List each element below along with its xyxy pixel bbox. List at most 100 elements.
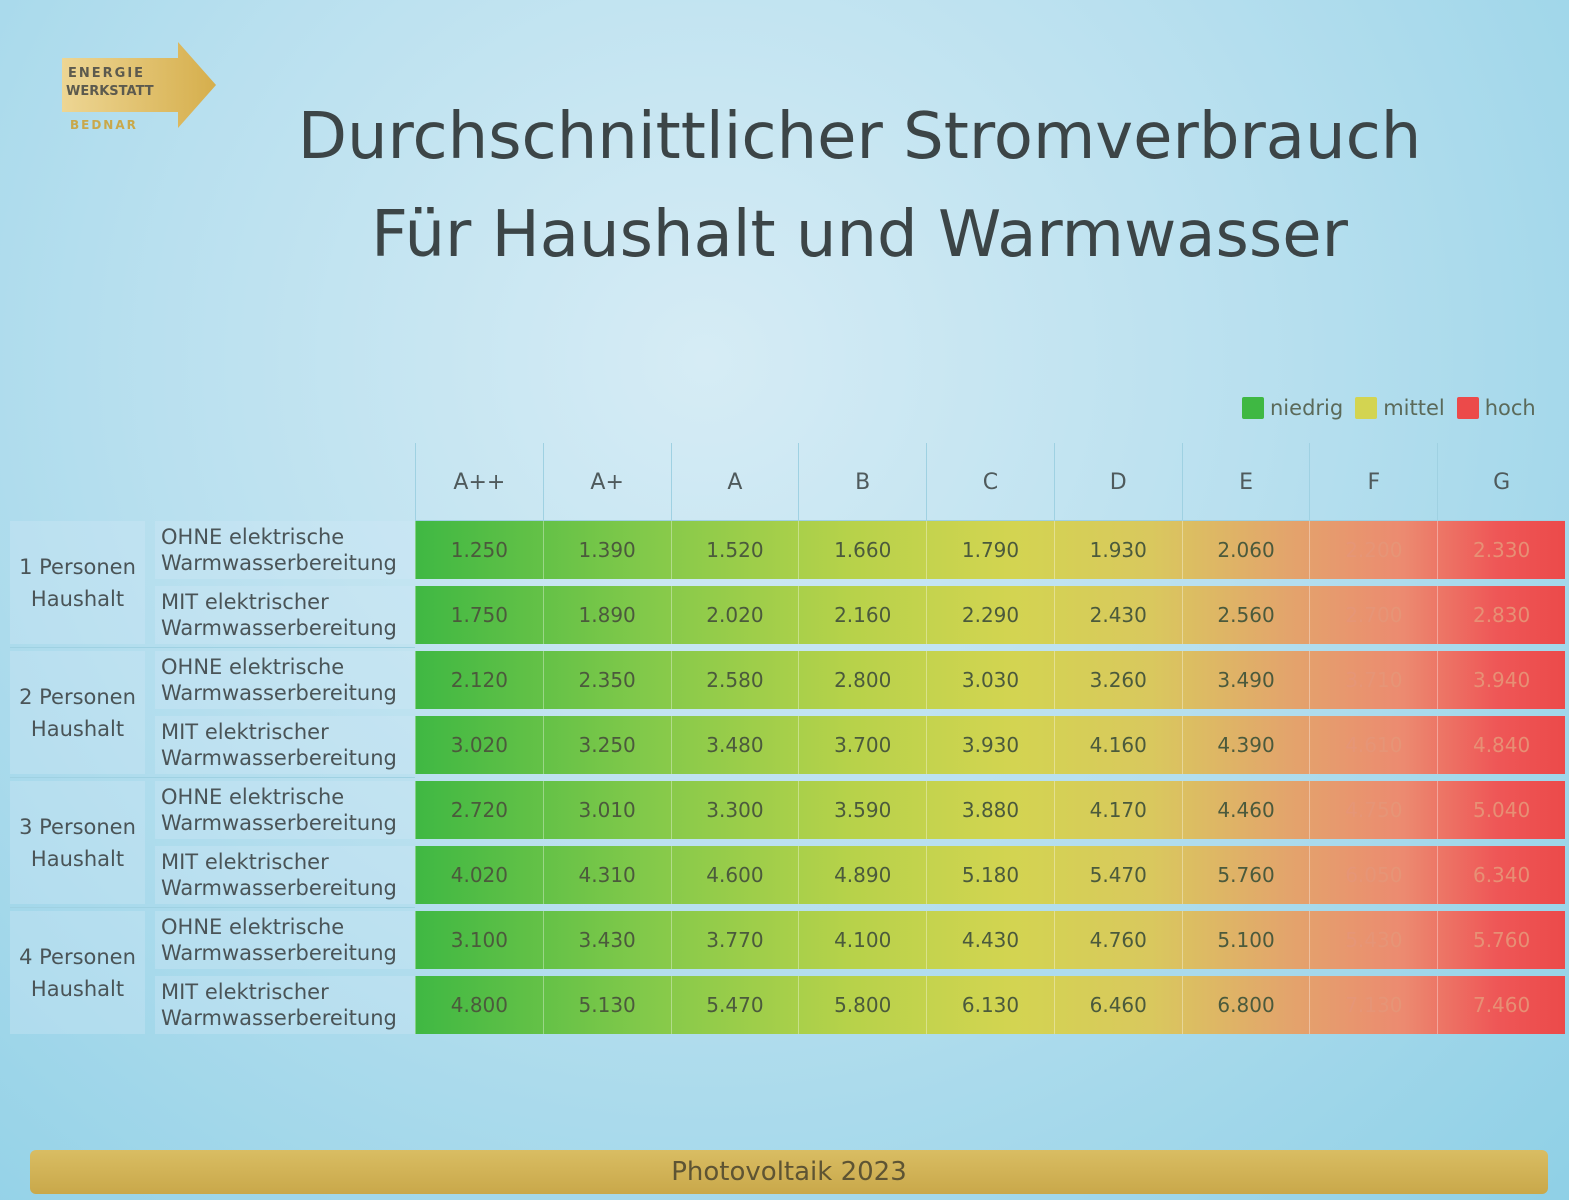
table-cell: 3.010 <box>542 781 671 839</box>
table-cell: 4.170 <box>1053 781 1182 839</box>
logo-text-line2: WERKSTATT <box>66 84 154 99</box>
table-cell: 1.790 <box>926 521 1054 579</box>
row-label-line2: Warmwasserbereitung <box>161 941 397 965</box>
row-label-line2: Warmwasserbereitung <box>161 876 397 900</box>
table-cell: 7.460 <box>1437 976 1565 1034</box>
table-cell: 3.880 <box>926 781 1054 839</box>
table-cell: 4.890 <box>798 846 926 904</box>
table-cell: 3.300 <box>670 781 799 839</box>
legend-label: niedrig <box>1270 396 1344 420</box>
household-size: 2 Personen <box>19 684 136 709</box>
row-label-line2: Warmwasserbereitung <box>161 551 397 575</box>
legend: niedrig mittel hoch <box>1242 396 1548 420</box>
row-label-line1: MIT elektrischer <box>161 720 329 744</box>
column-header: C <box>926 443 1054 521</box>
table-row: 1.750 1.890 2.020 2.160 2.290 2.430 2.560 2.700… <box>415 586 1565 644</box>
group-separator <box>10 907 415 908</box>
column-header: B <box>798 443 926 521</box>
table-cell: 3.590 <box>798 781 926 839</box>
table-cell: 7.130 <box>1309 976 1437 1034</box>
table-cell: 5.760 <box>1437 911 1565 969</box>
household-group-label: 2 Personen Haushalt <box>10 651 145 774</box>
table-cell: 4.840 <box>1437 716 1565 774</box>
row-label: MIT elektrischer Warmwasserbereitung <box>155 976 415 1034</box>
table-cell: 2.020 <box>670 586 799 644</box>
table-cell: 1.250 <box>415 521 543 579</box>
household-group-label: 3 Personen Haushalt <box>10 781 145 904</box>
table-cell: 2.430 <box>1053 586 1182 644</box>
page-title-line2: Für Haushalt und Warmwasser <box>371 198 1348 272</box>
company-logo: ENERGIE WERKSTATT BEDNAR <box>60 40 220 150</box>
row-label-line2: Warmwasserbereitung <box>161 746 397 770</box>
table-row: 3.020 3.250 3.480 3.700 3.930 4.160 4.390 4.610… <box>415 716 1565 774</box>
table-cell: 5.800 <box>798 976 926 1034</box>
table-cell: 5.130 <box>542 976 671 1034</box>
table-cell: 1.930 <box>1053 521 1182 579</box>
household-group-label: 1 Personen Haushalt <box>10 521 145 644</box>
table-cell: 2.330 <box>1437 521 1565 579</box>
table-row: 2.120 2.350 2.580 2.800 3.030 3.260 3.490 3.710… <box>415 651 1565 709</box>
legend-label: mittel <box>1383 396 1445 420</box>
row-label-line1: OHNE elektrische <box>161 785 345 809</box>
row-label: OHNE elektrische Warmwasserbereitung <box>155 651 415 709</box>
table-cell: 5.180 <box>926 846 1054 904</box>
table-row: 2.720 3.010 3.300 3.590 3.880 4.170 4.460 4.750… <box>415 781 1565 839</box>
table-cell: 4.760 <box>1053 911 1182 969</box>
table-cell: 4.100 <box>798 911 926 969</box>
row-label: OHNE elektrische Warmwasserbereitung <box>155 911 415 969</box>
household-label: Haushalt <box>30 586 125 611</box>
table-cell: 3.940 <box>1437 651 1565 709</box>
table-cell: 2.290 <box>926 586 1054 644</box>
table-row: 4.800 5.130 5.470 5.800 6.130 6.460 6.800 7.130… <box>415 976 1565 1034</box>
row-label-line2: Warmwasserbereitung <box>161 1006 397 1030</box>
household-group-label: 4 Personen Haushalt <box>10 911 145 1034</box>
table-cell: 4.750 <box>1309 781 1437 839</box>
table-cell: 4.460 <box>1181 781 1310 839</box>
logo-text-line1: ENERGIE <box>68 66 146 81</box>
table-cell: 1.890 <box>542 586 671 644</box>
table-cell: 1.390 <box>542 521 671 579</box>
table-row: 4.020 4.310 4.600 4.890 5.180 5.470 5.760 6.050… <box>415 846 1565 904</box>
table-cell: 5.040 <box>1437 781 1565 839</box>
footer-text: Photovoltaik 2023 <box>671 1157 907 1187</box>
table-cell: 6.800 <box>1181 976 1310 1034</box>
table-cell: 2.560 <box>1181 586 1310 644</box>
row-label: OHNE elektrische Warmwasserbereitung <box>155 521 415 579</box>
table-cell: 2.200 <box>1309 521 1437 579</box>
table-cell: 5.430 <box>1309 911 1437 969</box>
legend-item-niedrig: niedrig <box>1242 396 1343 420</box>
table-cell: 3.490 <box>1181 651 1310 709</box>
table-cell: 2.060 <box>1181 521 1310 579</box>
household-size: 3 Personen <box>19 814 136 839</box>
table-cell: 2.120 <box>415 651 543 709</box>
row-label-line1: MIT elektrischer <box>161 980 329 1004</box>
column-header: A <box>670 443 799 521</box>
row-label: MIT elektrischer Warmwasserbereitung <box>155 846 415 904</box>
logo-text-line3: BEDNAR <box>70 118 138 132</box>
table-cell: 6.050 <box>1309 846 1437 904</box>
legend-item-mittel: mittel <box>1355 396 1445 420</box>
table-cell: 2.160 <box>798 586 926 644</box>
row-label-line2: Warmwasserbereitung <box>161 811 397 835</box>
table-cell: 5.470 <box>1053 846 1182 904</box>
page-title-line1: Durchschnittlicher Stromverbrauch <box>297 100 1422 174</box>
footer-bar: Photovoltaik 2023 <box>30 1150 1548 1194</box>
legend-swatch-yellow <box>1355 397 1378 419</box>
column-header: A++ <box>415 443 543 521</box>
row-label: MIT elektrischer Warmwasserbereitung <box>155 716 415 774</box>
table-cell: 4.800 <box>415 976 543 1034</box>
table-cell: 4.020 <box>415 846 543 904</box>
group-separator <box>10 647 415 648</box>
table-cell: 1.750 <box>415 586 543 644</box>
arrow-logo-icon <box>62 42 216 128</box>
table-cell: 1.660 <box>798 521 926 579</box>
table-cell: 3.030 <box>926 651 1054 709</box>
table-cell: 3.930 <box>926 716 1054 774</box>
table-cell: 5.470 <box>670 976 799 1034</box>
household-size: 1 Personen <box>19 554 136 579</box>
row-label-line1: MIT elektrischer <box>161 850 329 874</box>
legend-swatch-green <box>1242 397 1264 419</box>
table-cell: 3.250 <box>542 716 671 774</box>
table-cell: 3.710 <box>1309 651 1437 709</box>
row-label-line1: MIT elektrischer <box>161 590 329 614</box>
